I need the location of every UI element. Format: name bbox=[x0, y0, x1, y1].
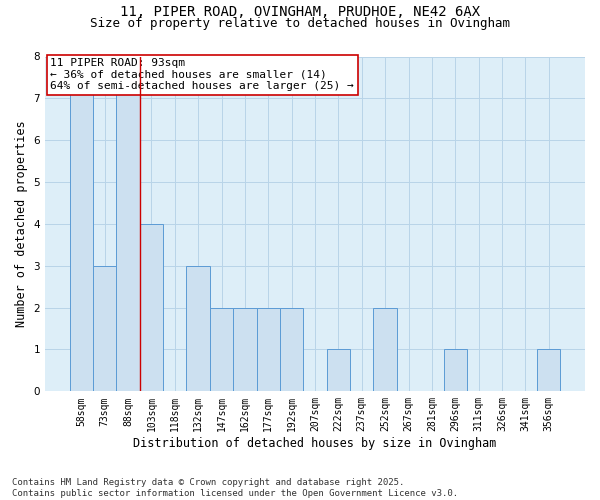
Bar bbox=[116, 56, 140, 392]
Bar bbox=[210, 308, 233, 392]
Y-axis label: Number of detached properties: Number of detached properties bbox=[15, 120, 28, 327]
Bar bbox=[233, 308, 257, 392]
Bar bbox=[537, 350, 560, 392]
Bar bbox=[93, 266, 116, 392]
Text: Contains HM Land Registry data © Crown copyright and database right 2025.
Contai: Contains HM Land Registry data © Crown c… bbox=[12, 478, 458, 498]
Bar bbox=[373, 308, 397, 392]
Text: Size of property relative to detached houses in Ovingham: Size of property relative to detached ho… bbox=[90, 18, 510, 30]
Bar bbox=[187, 266, 210, 392]
Bar bbox=[280, 308, 304, 392]
Bar bbox=[257, 308, 280, 392]
Bar bbox=[70, 56, 93, 392]
Text: 11 PIPER ROAD: 93sqm
← 36% of detached houses are smaller (14)
64% of semi-detac: 11 PIPER ROAD: 93sqm ← 36% of detached h… bbox=[50, 58, 354, 92]
Bar bbox=[140, 224, 163, 392]
Bar bbox=[327, 350, 350, 392]
X-axis label: Distribution of detached houses by size in Ovingham: Distribution of detached houses by size … bbox=[133, 437, 497, 450]
Text: 11, PIPER ROAD, OVINGHAM, PRUDHOE, NE42 6AX: 11, PIPER ROAD, OVINGHAM, PRUDHOE, NE42 … bbox=[120, 5, 480, 19]
Bar bbox=[443, 350, 467, 392]
